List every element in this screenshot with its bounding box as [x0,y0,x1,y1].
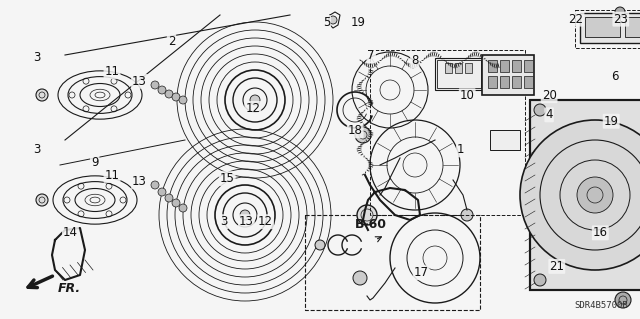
Text: 8: 8 [411,54,419,67]
Circle shape [179,96,187,104]
Text: 19: 19 [604,115,619,128]
Circle shape [520,120,640,270]
Circle shape [179,204,187,212]
Circle shape [357,205,377,225]
Bar [512,60,521,72]
Circle shape [165,90,173,98]
Bar [445,63,452,73]
Circle shape [329,16,337,24]
Circle shape [353,271,367,285]
Text: 11: 11 [104,65,120,78]
Text: B-60: B-60 [355,218,387,231]
Circle shape [461,209,473,221]
Circle shape [615,292,631,308]
Text: 13: 13 [132,175,147,188]
Circle shape [577,177,613,213]
Text: 9: 9 [91,156,99,169]
Text: 2: 2 [168,35,175,48]
Text: 1: 1 [457,144,465,156]
Text: 15: 15 [220,172,235,185]
Circle shape [172,93,180,101]
Bar [488,60,497,72]
Bar [512,76,521,88]
Circle shape [158,188,166,196]
Circle shape [165,194,173,202]
Bar [488,76,497,88]
Bar [524,76,533,88]
Text: 19: 19 [351,16,366,29]
Text: 20: 20 [541,89,557,102]
Circle shape [355,127,371,143]
Circle shape [315,240,325,250]
Circle shape [250,95,260,105]
Bar [530,100,640,290]
Bar [530,100,640,290]
Bar [305,215,480,310]
Text: 17: 17 [413,266,429,279]
Circle shape [534,104,546,116]
Text: SDR4B5700B: SDR4B5700B [574,301,628,310]
Bar [500,76,509,88]
Text: 3: 3 [33,144,40,156]
Text: 18: 18 [348,124,363,137]
Circle shape [615,7,625,17]
Text: 13: 13 [132,75,147,88]
Bar [455,63,462,73]
Circle shape [36,89,48,101]
Text: 23: 23 [613,13,628,26]
Bar [580,13,640,43]
Text: 4: 4 [545,108,553,121]
Text: 6: 6 [611,70,618,83]
Bar [585,17,620,37]
Text: 7: 7 [367,49,375,62]
Bar [437,60,481,88]
Text: 16: 16 [593,226,608,239]
Circle shape [534,274,546,286]
Circle shape [240,210,250,220]
Text: 13: 13 [239,215,254,228]
Circle shape [36,194,48,206]
Bar [465,63,472,73]
Text: 5: 5 [323,16,330,29]
Circle shape [158,86,166,94]
Bar [500,60,509,72]
Text: FR.: FR. [58,281,81,294]
Bar [482,55,534,95]
Circle shape [172,199,180,207]
Text: 14: 14 [63,226,78,239]
Bar [370,50,525,215]
Text: 3: 3 [220,215,228,228]
Bar [625,17,640,37]
Circle shape [151,181,159,189]
Bar [524,60,533,72]
Text: 12: 12 [258,215,273,228]
Text: 12: 12 [245,102,260,115]
Circle shape [151,81,159,89]
Text: 10: 10 [460,89,475,102]
Text: 21: 21 [549,260,564,273]
Bar [490,130,520,150]
Text: 22: 22 [568,13,584,26]
Bar [575,10,640,48]
Text: 11: 11 [104,169,120,182]
Text: 3: 3 [33,51,40,64]
Bar [435,58,483,90]
